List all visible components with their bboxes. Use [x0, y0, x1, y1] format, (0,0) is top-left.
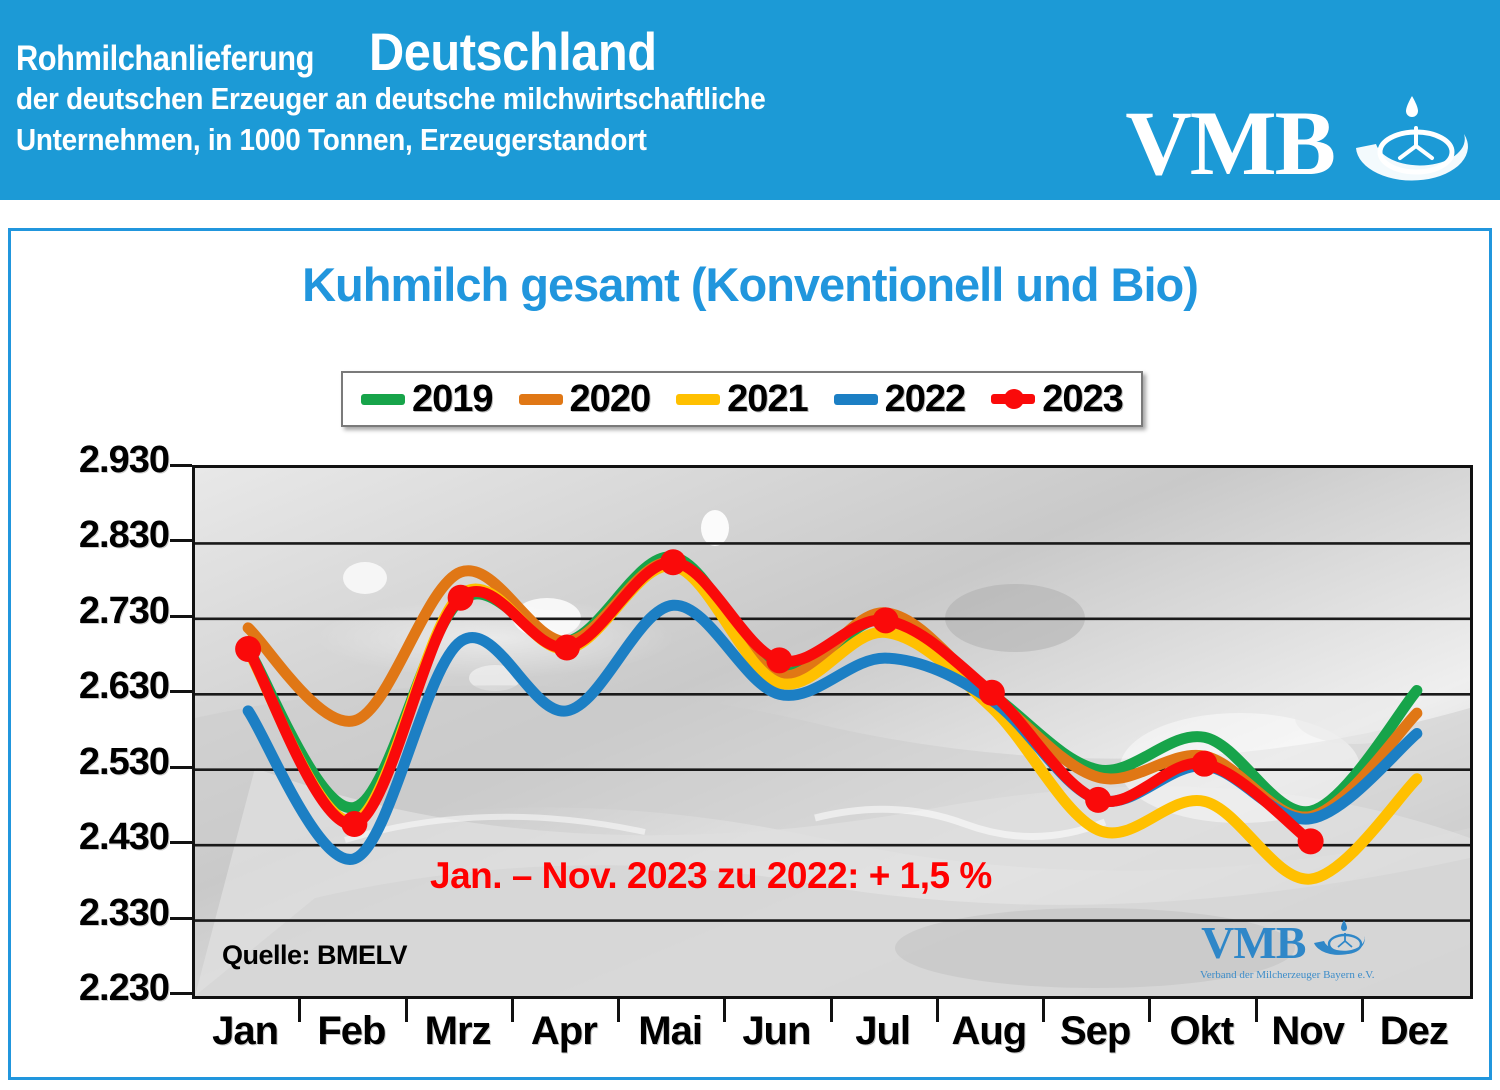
legend-swatch-2023: [991, 388, 1036, 410]
chart-card: Kuhmilch gesamt (Konventionell und Bio): [8, 228, 1492, 1080]
legend-label-2020: 2020: [569, 377, 652, 420]
legend-item-2019[interactable]: 2019: [361, 377, 494, 421]
legend-label-2021: 2021: [727, 377, 809, 420]
legend-item-2022[interactable]: 2022: [833, 377, 967, 421]
milk-drop-icon: [1338, 88, 1478, 198]
legend-swatch-2019: [361, 393, 405, 405]
legend-label-2023: 2023: [1042, 377, 1124, 420]
header-subtitle-line1: der deutschen Erzeuger an deutsche milch…: [16, 81, 766, 116]
vmb-logo-header: VMB: [1125, 88, 1478, 198]
header-banner: Rohmilchanlieferung Deutschland der deuts…: [0, 0, 1500, 200]
legend-swatch-2020: [518, 393, 563, 405]
legend-label-2022: 2022: [884, 377, 967, 420]
legend-item-2023[interactable]: 2023: [991, 377, 1124, 421]
legend-swatch-2022: [833, 393, 878, 405]
header-text-block: Rohmilchanlieferung Deutschland der deuts…: [16, 26, 849, 161]
chart-title: Kuhmilch gesamt (Konventionell und Bio): [302, 258, 1199, 311]
header-title-big: Deutschland: [368, 23, 657, 82]
chart-legend: 2019 2020 2021 2022 2023: [341, 371, 1143, 427]
header-title-row: Rohmilchanlieferung Deutschland: [16, 26, 849, 79]
legend-swatch-2021: [676, 393, 721, 405]
header-subtitle-line2: Unternehmen, in 1000 Tonnen, Erzeugersta…: [16, 121, 647, 157]
header-title-small: Rohmilchanlieferung: [16, 39, 314, 78]
legend-item-2020[interactable]: 2020: [518, 377, 652, 421]
vmb-wordmark: VMB: [1125, 91, 1336, 194]
legend-label-2019: 2019: [412, 377, 494, 420]
legend-item-2021[interactable]: 2021: [676, 377, 809, 421]
